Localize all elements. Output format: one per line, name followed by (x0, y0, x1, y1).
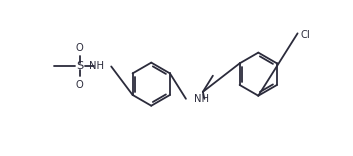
Text: O: O (76, 80, 84, 90)
Text: S: S (76, 61, 83, 71)
Text: O: O (76, 43, 84, 53)
Text: Cl: Cl (301, 29, 310, 39)
Text: NH: NH (89, 61, 103, 71)
Text: NH: NH (193, 94, 209, 104)
